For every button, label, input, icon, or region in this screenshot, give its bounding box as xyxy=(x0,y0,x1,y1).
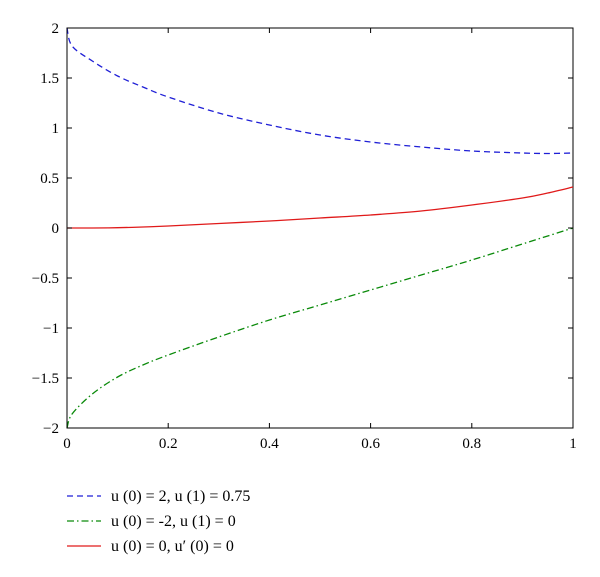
legend-label-1: u (0) = 2, u (1) = 0.75 xyxy=(111,488,250,505)
legend: u (0) = 2, u (1) = 0.75 u (0) = -2, u (1)… xyxy=(67,488,250,555)
series-line-1 xyxy=(66,27,574,155)
y-tick-label: −0.5 xyxy=(32,271,59,287)
axes-layer: 0 0.2 0.4 0.6 0.8 1 2 1.5 1 0.5 0 −0.5 −1 −1.5 −2 xyxy=(32,21,577,452)
series-layer xyxy=(66,27,574,429)
y-tick-label: 1.5 xyxy=(40,71,59,87)
x-tick-label: 1 xyxy=(569,436,577,452)
y-tick-label: 0.5 xyxy=(40,171,59,187)
series-line-2 xyxy=(66,227,574,429)
y-tick-label: 2 xyxy=(52,21,60,37)
y-tick-label: 1 xyxy=(52,121,60,137)
plot-area xyxy=(66,27,574,429)
plot-frame xyxy=(66,27,574,429)
x-tick-label: 0 xyxy=(63,436,71,452)
x-tick-label: 0.8 xyxy=(462,436,481,452)
legend-label-2: u (0) = -2, u (1) = 0 xyxy=(111,513,236,530)
y-tick-label: −1.5 xyxy=(32,371,59,387)
series-line-3 xyxy=(67,186,574,229)
x-tick-label: 0.2 xyxy=(159,436,178,452)
y-tick-label: −2 xyxy=(43,421,59,437)
x-tick-label: 0.4 xyxy=(260,436,279,452)
y-tick-label: −1 xyxy=(43,321,59,337)
legend-label-3: u (0) = 0, u′ (0) = 0 xyxy=(111,538,234,555)
y-tick-label: 0 xyxy=(52,221,60,237)
x-tick-label: 0.6 xyxy=(361,436,380,452)
